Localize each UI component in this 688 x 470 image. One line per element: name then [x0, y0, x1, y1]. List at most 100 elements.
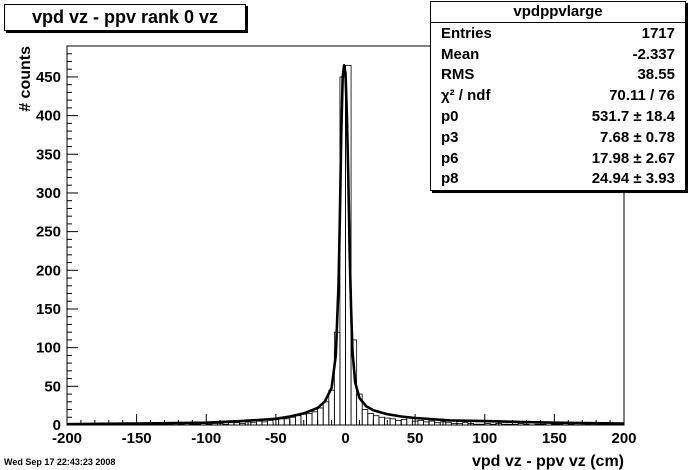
- stats-label: p3: [441, 128, 459, 146]
- histogram-bar: [306, 412, 313, 426]
- histogram-bar: [361, 409, 369, 426]
- stats-label: p8: [441, 170, 459, 188]
- histogram-bar: [567, 423, 575, 426]
- histogram-bar: [456, 423, 463, 426]
- histogram-bar: [194, 423, 202, 426]
- stats-label: Entries: [441, 24, 492, 42]
- histogram-bar: [484, 423, 491, 426]
- histogram-bar: [445, 422, 452, 426]
- stats-row: RMS 38.55: [431, 65, 685, 86]
- histogram-bar: [556, 423, 564, 426]
- x-tick-label: 50: [407, 430, 424, 447]
- histogram-bar: [367, 412, 374, 426]
- histogram-bar: [428, 420, 436, 426]
- stats-value: 38.55: [637, 66, 675, 84]
- histogram-bar: [267, 419, 274, 426]
- stats-label: RMS: [441, 66, 475, 84]
- stats-row: Entries 1717: [431, 23, 685, 44]
- histogram-bar: [222, 423, 229, 426]
- x-tick-label: -200: [52, 430, 82, 447]
- y-tick-label: 150: [36, 301, 61, 318]
- histogram-bar: [473, 423, 480, 426]
- histogram-bar: [478, 423, 486, 426]
- y-tick-label: 250: [36, 224, 61, 241]
- y-tick-label: 0: [53, 417, 61, 434]
- histogram-bar: [534, 423, 541, 426]
- histogram-bar: [278, 418, 285, 426]
- y-tick-label: 50: [44, 378, 61, 395]
- x-tick-label: 200: [611, 430, 636, 447]
- stats-row: p6 17.98 ± 2.67: [431, 148, 685, 169]
- histogram-bar: [205, 423, 213, 426]
- histogram-bar: [177, 423, 185, 426]
- x-tick-label: -150: [122, 430, 152, 447]
- histogram-bar: [489, 423, 497, 426]
- y-tick-label: 300: [36, 185, 61, 202]
- stats-label: p6: [441, 149, 459, 167]
- histogram-bar: [322, 401, 330, 426]
- histogram-bar: [434, 422, 441, 426]
- histogram-bar: [233, 422, 241, 426]
- histogram-bar: [450, 423, 458, 426]
- x-tick-label: -100: [191, 430, 221, 447]
- histogram-bar: [294, 415, 302, 426]
- stats-row: p0 531.7 ± 18.4: [431, 106, 685, 127]
- histogram-bar: [372, 415, 380, 426]
- stats-value: 7.68 ± 0.78: [600, 128, 675, 146]
- x-tick-label: 100: [472, 430, 497, 447]
- histogram-bar: [506, 423, 513, 426]
- histogram-bar: [389, 418, 397, 426]
- stats-value: 1717: [641, 24, 675, 42]
- stats-row: p8 24.94 ± 3.93: [431, 169, 685, 190]
- stats-value: 70.11 / 76: [609, 87, 675, 105]
- histogram-bar: [250, 422, 257, 426]
- x-tick-label: 0: [341, 430, 349, 447]
- histogram-bar: [255, 420, 263, 426]
- histogram-bar: [517, 423, 525, 426]
- histogram-bar: [400, 419, 408, 426]
- y-tick-label: 200: [36, 262, 61, 279]
- stats-value: 17.98 ± 2.67: [591, 149, 675, 167]
- histogram-bar: [283, 418, 291, 426]
- stats-label: Mean: [441, 45, 480, 63]
- timestamp: Wed Sep 17 22:43:23 2008: [4, 457, 116, 467]
- y-tick-label: 450: [36, 69, 61, 86]
- histogram-bar: [540, 423, 547, 426]
- histogram-bar: [501, 423, 508, 426]
- y-tick-label: 400: [36, 108, 61, 125]
- x-tick-label: -50: [265, 430, 287, 447]
- histogram-bar: [239, 423, 246, 426]
- histogram-bar: [417, 419, 424, 426]
- stats-row: Mean -2.337: [431, 44, 685, 65]
- histogram-bar: [350, 339, 358, 426]
- stats-label: χ² / ndf: [441, 87, 491, 105]
- histogram-bar: [512, 423, 519, 426]
- stats-row: p3 7.68 ± 0.78: [431, 127, 685, 148]
- stats-table: Entries 1717 Mean -2.337 RMS 38.55 χ² / ndf 70.…: [431, 23, 685, 189]
- histogram-bar: [328, 389, 335, 426]
- histogram-bar: [378, 416, 385, 426]
- histogram-bar: [317, 407, 324, 426]
- y-tick-label: 350: [36, 146, 61, 163]
- histogram-bar: [289, 416, 296, 426]
- y-axis-title: # counts: [17, 46, 34, 112]
- stats-label: p0: [441, 108, 459, 126]
- x-axis-title: vpd vz - ppv vz (cm): [472, 453, 624, 470]
- x-tick-label: 150: [542, 430, 567, 447]
- y-tick-label: 100: [36, 340, 61, 357]
- histogram-bar: [395, 419, 402, 426]
- stats-value: -2.337: [632, 45, 675, 63]
- histogram-bar: [228, 422, 235, 426]
- histogram-bar: [345, 64, 352, 426]
- histogram-title-text: vpd vz - ppv rank 0 vz: [31, 7, 219, 27]
- histogram-bar: [462, 422, 469, 426]
- stats-row: χ² / ndf 70.11 / 76: [431, 85, 685, 106]
- stats-name: vpdppvlarge: [431, 2, 685, 23]
- histogram-bar: [406, 417, 413, 426]
- stats-value: 24.94 ± 3.93: [591, 170, 675, 188]
- histogram-title: vpd vz - ppv rank 0 vz: [4, 4, 246, 31]
- fit-curve: [66, 64, 625, 426]
- stats-value: 531.7 ± 18.4: [591, 108, 675, 126]
- stats-box: vpdppvlarge Entries 1717 Mean -2.337 RMS 38.5…: [430, 1, 686, 191]
